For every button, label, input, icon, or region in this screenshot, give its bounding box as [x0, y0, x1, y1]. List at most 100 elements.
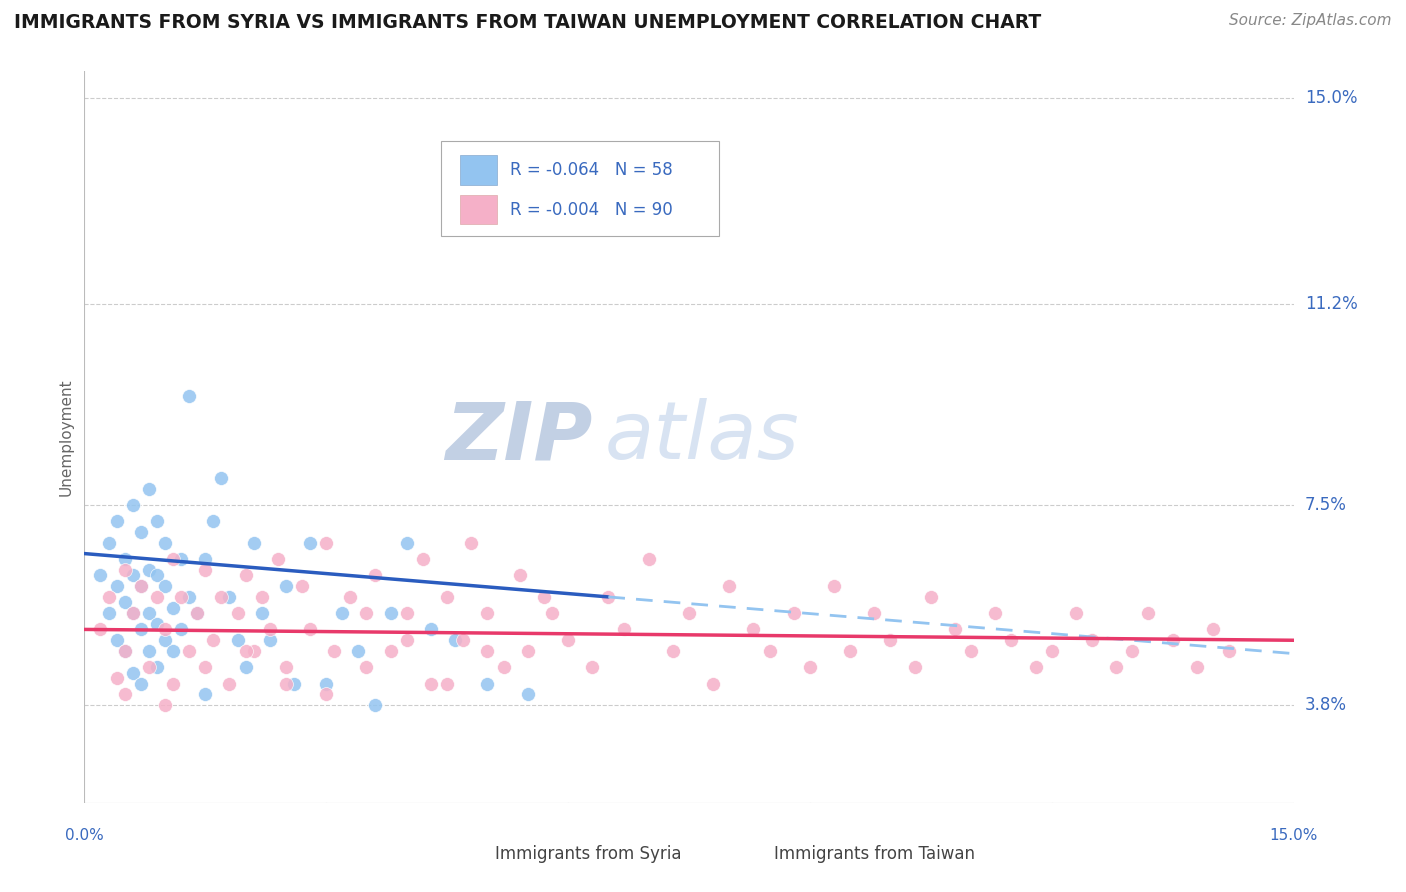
Point: [129, 579, 152, 593]
Point: [146, 568, 169, 582]
Point: [259, 623, 281, 637]
Point: [162, 644, 184, 658]
Point: [960, 644, 983, 658]
Point: [114, 688, 136, 702]
Point: [218, 676, 240, 690]
Point: [436, 676, 458, 690]
Point: [202, 633, 225, 648]
Point: [477, 606, 499, 620]
Point: [138, 482, 160, 496]
Point: [395, 633, 418, 648]
Point: [121, 606, 143, 620]
Point: [235, 660, 257, 674]
Point: [516, 688, 538, 702]
Point: [1185, 660, 1208, 674]
Point: [89, 568, 111, 582]
Point: [557, 633, 579, 648]
Point: [129, 579, 152, 593]
Point: [146, 514, 169, 528]
Point: [1161, 633, 1184, 648]
Point: [202, 514, 225, 528]
Text: 0.0%: 0.0%: [65, 828, 104, 843]
Y-axis label: Unemployment: Unemployment: [58, 378, 73, 496]
Point: [179, 590, 201, 604]
Point: [235, 644, 257, 658]
Point: [662, 644, 685, 658]
Point: [541, 606, 564, 620]
Text: atlas: atlas: [605, 398, 799, 476]
Point: [242, 535, 264, 549]
Point: [153, 535, 176, 549]
Point: [235, 568, 257, 582]
Text: 11.2%: 11.2%: [1305, 295, 1357, 313]
Point: [194, 688, 217, 702]
Point: [114, 595, 136, 609]
Point: [315, 688, 337, 702]
Text: Immigrants from Syria: Immigrants from Syria: [495, 845, 682, 863]
Point: [146, 617, 169, 632]
Point: [97, 590, 120, 604]
FancyBboxPatch shape: [730, 838, 766, 863]
Point: [395, 606, 418, 620]
Point: [186, 606, 208, 620]
Point: [114, 563, 136, 577]
Point: [1064, 606, 1087, 620]
Point: [1202, 623, 1225, 637]
Point: [477, 676, 499, 690]
Point: [299, 535, 322, 549]
Text: Immigrants from Taiwan: Immigrants from Taiwan: [773, 845, 974, 863]
Point: [267, 552, 290, 566]
Point: [170, 590, 193, 604]
Point: [678, 606, 700, 620]
Point: [218, 590, 240, 604]
Point: [121, 498, 143, 512]
FancyBboxPatch shape: [441, 141, 720, 235]
Text: Source: ZipAtlas.com: Source: ZipAtlas.com: [1229, 13, 1392, 29]
Point: [363, 568, 385, 582]
Point: [194, 563, 217, 577]
Point: [153, 698, 176, 713]
Point: [129, 524, 152, 539]
Point: [105, 579, 128, 593]
Point: [146, 660, 169, 674]
Text: IMMIGRANTS FROM SYRIA VS IMMIGRANTS FROM TAIWAN UNEMPLOYMENT CORRELATION CHART: IMMIGRANTS FROM SYRIA VS IMMIGRANTS FROM…: [14, 13, 1042, 32]
Point: [179, 389, 201, 403]
Point: [492, 660, 515, 674]
Point: [330, 606, 353, 620]
Point: [363, 698, 385, 713]
Point: [533, 590, 555, 604]
Point: [114, 644, 136, 658]
Point: [742, 623, 765, 637]
Point: [451, 633, 474, 648]
Point: [89, 623, 111, 637]
Point: [380, 644, 402, 658]
Point: [162, 552, 184, 566]
Point: [121, 665, 143, 680]
Point: [420, 623, 443, 637]
Point: [146, 590, 169, 604]
Point: [339, 590, 361, 604]
Point: [153, 633, 176, 648]
Point: [250, 606, 273, 620]
Point: [1105, 660, 1128, 674]
Point: [315, 535, 337, 549]
Point: [291, 579, 314, 593]
Point: [984, 606, 1007, 620]
Point: [153, 579, 176, 593]
Point: [153, 623, 176, 637]
Point: [121, 568, 143, 582]
Point: [138, 563, 160, 577]
Point: [170, 623, 193, 637]
Point: [209, 471, 232, 485]
Point: [823, 579, 845, 593]
Point: [97, 606, 120, 620]
Point: [436, 590, 458, 604]
Point: [1137, 606, 1160, 620]
Point: [637, 552, 659, 566]
Point: [97, 535, 120, 549]
Text: 15.0%: 15.0%: [1305, 89, 1357, 107]
Point: [1121, 644, 1143, 658]
Point: [943, 623, 966, 637]
Point: [226, 633, 249, 648]
Point: [170, 552, 193, 566]
